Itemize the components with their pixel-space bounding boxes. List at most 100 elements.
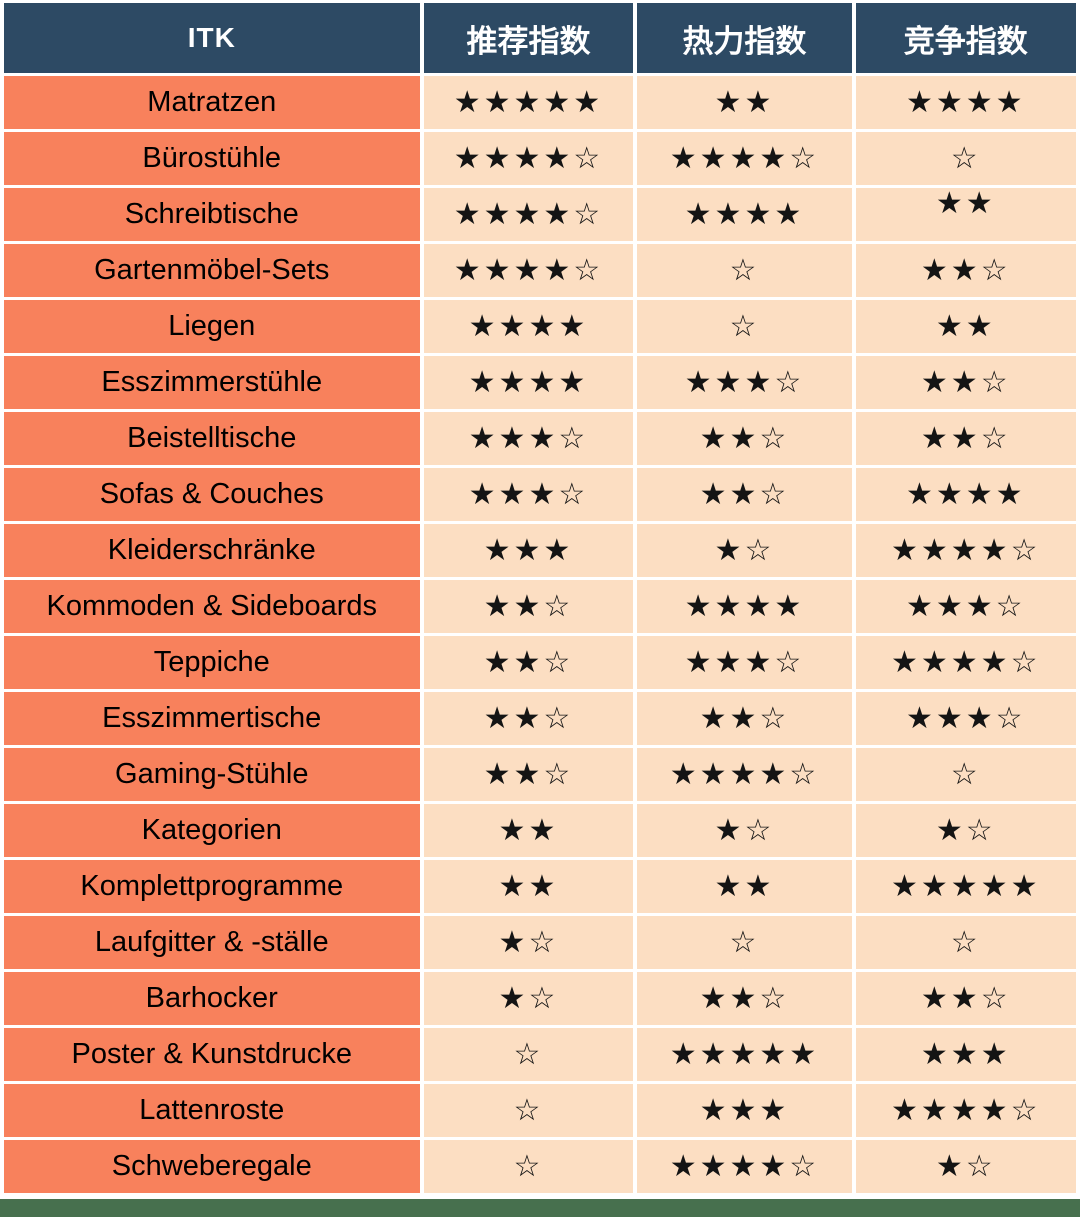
header-cell-jingzheng: 竞争指数 [855,3,1076,73]
rating-cell: ★★★★☆ [855,1084,1076,1137]
header-cell-itk: ITK [4,3,420,73]
rating-cell: ★★☆ [855,412,1076,465]
rating-cell: ★★★☆ [637,636,852,689]
header-cell-tuijian: 推荐指数 [423,3,634,73]
rating-cell: ★★★☆ [423,468,634,521]
table-row: Bürostühle ★★★★☆ ★★★★☆ ☆ [4,132,1076,185]
category-cell: Bürostühle [4,132,420,185]
table-row: Teppiche ★★☆ ★★★☆ ★★★★☆ [4,636,1076,689]
category-cell: Barhocker [4,972,420,1025]
table-row: Poster & Kunstdrucke ☆ ★★★★★ ★★★ [4,1028,1076,1081]
rating-cell: ★★☆ [423,692,634,745]
table-row: Esszimmerstühle ★★★★ ★★★☆ ★★☆ [4,356,1076,409]
rating-cell: ★★★★ [855,468,1076,521]
rating-cell: ★★★☆ [423,412,634,465]
category-cell: Teppiche [4,636,420,689]
category-cell: Kleiderschränke [4,524,420,577]
rating-cell: ★★★★☆ [423,188,634,241]
rating-cell: ★★ [855,300,1076,353]
rating-cell: ★★★★★ [855,860,1076,913]
rating-cell: ☆ [855,916,1076,969]
rating-cell: ★★ [423,860,634,913]
rating-cell: ★★☆ [423,748,634,801]
table-row: Laufgitter & -ställe ★☆ ☆ ☆ [4,916,1076,969]
rating-cell: ★★☆ [423,580,634,633]
table-row: Kleiderschränke ★★★ ★☆ ★★★★☆ [4,524,1076,577]
table-row: Barhocker ★☆ ★★☆ ★★☆ [4,972,1076,1025]
rating-cell: ★★ [637,860,852,913]
table-row: Liegen ★★★★ ☆ ★★ [4,300,1076,353]
rating-cell: ☆ [637,300,852,353]
category-cell: Kategorien [4,804,420,857]
rating-cell: ★★★★ [423,356,634,409]
table-row: Lattenroste ☆ ★★★ ★★★★☆ [4,1084,1076,1137]
table-header: ITK 推荐指数 热力指数 竞争指数 [4,3,1076,73]
table-row: Kommoden & Sideboards ★★☆ ★★★★ ★★★☆ [4,580,1076,633]
rating-cell: ☆ [423,1140,634,1193]
rating-cell: ★★ [855,188,1076,241]
category-cell: Esszimmerstühle [4,356,420,409]
rating-cell: ★★★ [423,524,634,577]
rating-cell: ★★ [423,804,634,857]
rating-cell: ☆ [855,748,1076,801]
category-cell: Matratzen [4,76,420,129]
category-cell: Komplettprogramme [4,860,420,913]
rating-cell: ★★☆ [855,972,1076,1025]
header-row: ITK 推荐指数 热力指数 竞争指数 [4,3,1076,73]
rating-cell: ★★★★☆ [855,636,1076,689]
rating-cell: ★★★★★ [423,76,634,129]
table-row: Gaming-Stühle ★★☆ ★★★★☆ ☆ [4,748,1076,801]
rating-cell: ☆ [423,1028,634,1081]
table-row: Matratzen ★★★★★ ★★ ★★★★ [4,76,1076,129]
rating-cell: ★★★ [637,1084,852,1137]
rating-cell: ★★☆ [637,692,852,745]
table-body: Matratzen ★★★★★ ★★ ★★★★ Bürostühle ★★★★☆… [4,76,1076,1193]
table-row: Komplettprogramme ★★ ★★ ★★★★★ [4,860,1076,913]
rating-cell: ★★☆ [855,244,1076,297]
table-row: Gartenmöbel-Sets ★★★★☆ ☆ ★★☆ [4,244,1076,297]
rating-cell: ★★★★ [855,76,1076,129]
rating-cell: ★★★☆ [855,580,1076,633]
category-cell: Poster & Kunstdrucke [4,1028,420,1081]
category-cell: Schreibtische [4,188,420,241]
rating-cell: ★★☆ [637,972,852,1025]
table-row: Sofas & Couches ★★★☆ ★★☆ ★★★★ [4,468,1076,521]
category-cell: Gaming-Stühle [4,748,420,801]
rating-cell: ★★★★ [637,188,852,241]
rating-cell: ☆ [855,132,1076,185]
rating-cell: ☆ [637,916,852,969]
rating-cell: ★★★★☆ [637,132,852,185]
category-cell: Sofas & Couches [4,468,420,521]
rating-cell: ★★★★☆ [637,1140,852,1193]
header-cell-reli: 热力指数 [637,3,852,73]
category-cell: Kommoden & Sideboards [4,580,420,633]
rating-cell: ★☆ [637,524,852,577]
rating-cell: ★☆ [855,1140,1076,1193]
table-row: Esszimmertische ★★☆ ★★☆ ★★★☆ [4,692,1076,745]
category-cell: Schweberegale [4,1140,420,1193]
table-row: Beistelltische ★★★☆ ★★☆ ★★☆ [4,412,1076,465]
category-cell: Esszimmertische [4,692,420,745]
rating-cell: ★★★★☆ [637,748,852,801]
rating-cell: ★☆ [855,804,1076,857]
rating-cell: ★☆ [423,916,634,969]
rating-cell: ★★★★ [423,300,634,353]
rating-cell: ★★ [637,76,852,129]
table-row: Kategorien ★★ ★☆ ★☆ [4,804,1076,857]
category-cell: Beistelltische [4,412,420,465]
table-row: Schreibtische ★★★★☆ ★★★★ ★★ [4,188,1076,241]
rating-cell: ★★★☆ [855,692,1076,745]
rating-cell: ★★★★☆ [423,132,634,185]
rating-cell: ★★☆ [637,412,852,465]
rating-cell: ★★☆ [637,468,852,521]
rating-cell: ☆ [637,244,852,297]
rating-cell: ★☆ [423,972,634,1025]
rating-cell: ★★☆ [423,636,634,689]
rating-cell: ★☆ [637,804,852,857]
category-cell: Lattenroste [4,1084,420,1137]
rating-cell: ☆ [423,1084,634,1137]
rating-cell: ★★★★☆ [855,524,1076,577]
category-cell: Liegen [4,300,420,353]
